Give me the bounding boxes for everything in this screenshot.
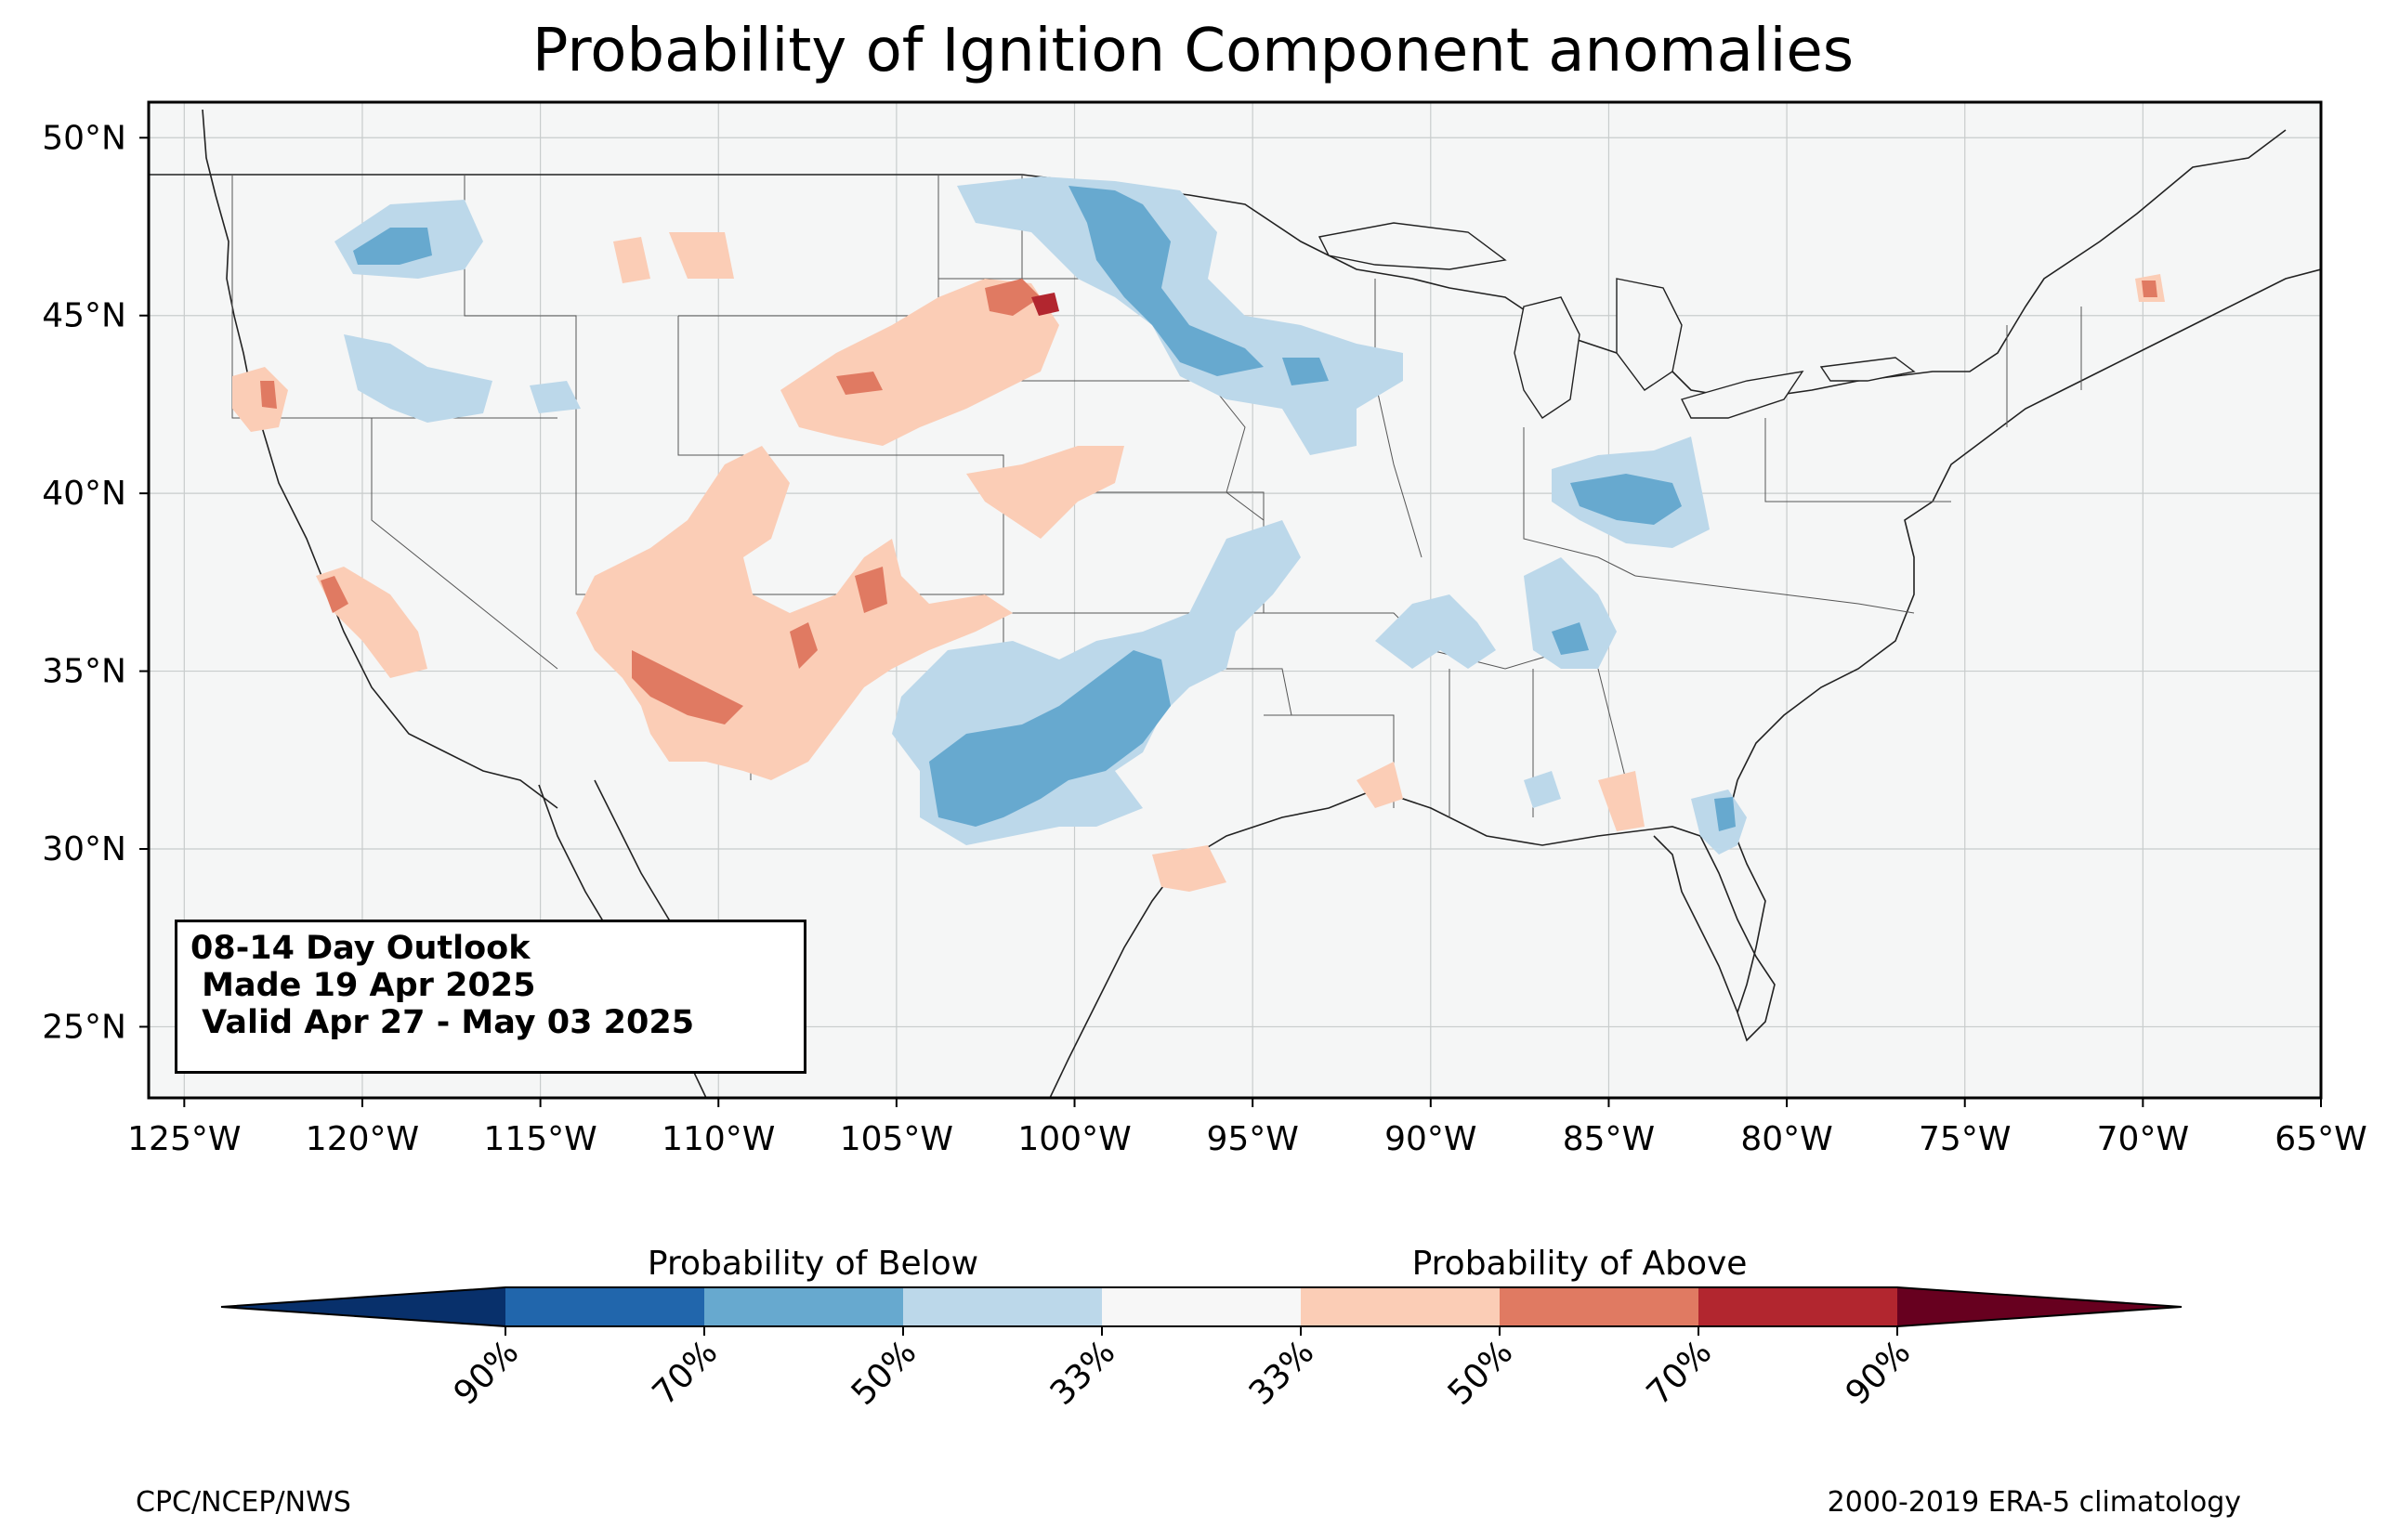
lon-label: 90°W [1384, 1120, 1476, 1158]
above-normal-regions [232, 232, 2165, 892]
outlook-period: 08-14 Day Outlook [190, 930, 531, 967]
lon-label: 65°W [2275, 1120, 2366, 1158]
above-region-southwest-core-a [632, 650, 743, 724]
above-region-wyoming-core [836, 372, 883, 395]
colorbar-tick-label: 70% [646, 1333, 726, 1413]
lat-label: 25°N [42, 1008, 126, 1046]
colorbar-segment [903, 1287, 1102, 1326]
outlook-info-box: 08-14 Day Outlook Made 19 Apr 2025 Valid… [175, 920, 806, 1074]
valid-dates: Valid Apr 27 - May 03 2025 [190, 1004, 695, 1041]
lon-label: 120°W [306, 1120, 419, 1158]
colorbar-tick-label: 33% [1242, 1333, 1322, 1413]
lon-label: 75°W [1919, 1120, 2011, 1158]
colorbar-extend-low [221, 1287, 505, 1326]
below-region-idaho [344, 334, 492, 423]
above-region-sd-core [985, 279, 1041, 316]
lat-label: 35°N [42, 653, 126, 691]
above-region-oregon-core [260, 381, 277, 409]
above-region-southwest-core-c [855, 567, 887, 613]
below-region-iowa-core [1282, 358, 1329, 385]
lon-label: 125°W [127, 1120, 241, 1158]
colorbar-tick-label: 70% [1640, 1333, 1720, 1413]
lon-label: 100°W [1017, 1120, 1131, 1158]
below-region-tennessee-core [1552, 622, 1589, 655]
lon-label: 95°W [1206, 1120, 1298, 1158]
colorbar: Probability of Below Probability of Abov… [220, 1245, 2183, 1413]
lon-label: 105°W [840, 1120, 953, 1158]
above-region-california-core [321, 576, 348, 613]
above-region-wyoming [780, 279, 1059, 446]
lon-label: 70°W [2097, 1120, 2189, 1158]
below-region-mississippi [1375, 594, 1496, 669]
colorbar-tick-label: 50% [1441, 1333, 1521, 1413]
above-region-montana-spots [613, 232, 734, 283]
below-region-tennessee [1524, 557, 1617, 669]
above-region-sd-dark [1031, 293, 1059, 316]
above-region-southwest-core-b [790, 622, 818, 669]
colorbar-segment [1301, 1287, 1500, 1326]
made-date: Made 19 Apr 2025 [190, 967, 536, 1004]
lon-label: 85°W [1563, 1120, 1655, 1158]
below-region-georgia [1524, 771, 1561, 808]
colorbar-extend-high [1897, 1287, 2182, 1326]
above-region-louisiana [1357, 762, 1403, 808]
longitude-axis: 125°W 120°W 115°W 110°W 105°W 100°W 95°W 90°W 85… [127, 1098, 2367, 1158]
colorbar-segment [505, 1287, 704, 1326]
lat-label: 30°N [42, 830, 126, 868]
below-region-minnesota-core [1068, 186, 1264, 376]
colorbar-segment [1500, 1287, 1698, 1326]
colorbar-above-label: Probability of Above [1412, 1245, 1748, 1283]
lat-label: 50°N [42, 119, 126, 157]
above-region-maine-core [2142, 281, 2157, 297]
latitude-axis: 50°N 45°N 40°N 35°N 30°N 25°N [42, 119, 149, 1046]
lon-label: 80°W [1740, 1120, 1832, 1158]
below-region-ohio-core [1570, 474, 1682, 525]
lat-label: 40°N [42, 475, 126, 513]
colorbar-below-label: Probability of Below [648, 1245, 978, 1283]
lat-label: 45°N [42, 297, 126, 335]
lon-label: 110°W [662, 1120, 775, 1158]
above-region-east-texas [1152, 845, 1226, 892]
colorbar-tick-label: 33% [1043, 1333, 1123, 1413]
map-frame [147, 100, 2323, 1100]
below-region-utah-small [530, 381, 581, 413]
below-region-northwest-core [353, 228, 432, 265]
below-region-texas-core [929, 650, 1171, 827]
great-lakes [1318, 222, 1916, 419]
colorbar-segment [1102, 1287, 1301, 1326]
colorbar-segment [1698, 1287, 1897, 1326]
map-title: Probability of Ignition Component anomal… [531, 17, 1855, 85]
colorbar-tick-label: 90% [1839, 1333, 1919, 1413]
above-region-georgia [1598, 771, 1645, 831]
colorbar-tick-label: 50% [845, 1333, 924, 1413]
below-region-southeast-core [1714, 797, 1736, 831]
below-normal-regions [334, 176, 1747, 855]
colorbar-segment [704, 1287, 903, 1326]
footer-source: CPC/NCEP/NWS [136, 1486, 351, 1519]
lon-label: 115°W [483, 1120, 596, 1158]
above-region-kansas [966, 446, 1124, 539]
footer-climatology: 2000-2019 ERA-5 climatology [1827, 1486, 2241, 1519]
colorbar-tick-label: 90% [447, 1333, 527, 1413]
